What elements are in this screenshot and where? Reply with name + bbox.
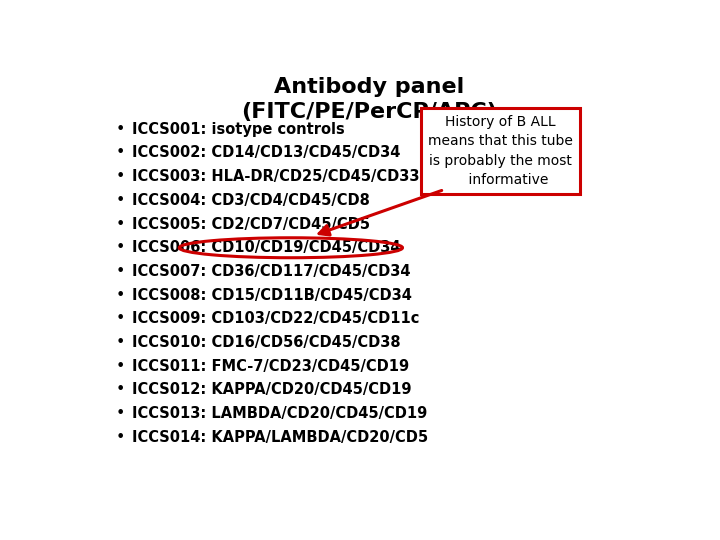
Text: ICCS008: CD15/CD11B/CD45/CD34: ICCS008: CD15/CD11B/CD45/CD34	[132, 288, 412, 302]
Text: •: •	[116, 217, 125, 232]
Text: History of B ALL
means that this tube
is probably the most
    informative: History of B ALL means that this tube is…	[428, 114, 572, 187]
Text: ICCS012: KAPPA/CD20/CD45/CD19: ICCS012: KAPPA/CD20/CD45/CD19	[132, 382, 411, 397]
Text: ICCS003: HLA-DR/CD25/CD45/CD33: ICCS003: HLA-DR/CD25/CD45/CD33	[132, 169, 419, 184]
Text: ICCS005: CD2/CD7/CD45/CD5: ICCS005: CD2/CD7/CD45/CD5	[132, 217, 370, 232]
Text: •: •	[116, 145, 125, 160]
Text: ICCS002: CD14/CD13/CD45/CD34: ICCS002: CD14/CD13/CD45/CD34	[132, 145, 400, 160]
Text: ICCS010: CD16/CD56/CD45/CD38: ICCS010: CD16/CD56/CD45/CD38	[132, 335, 400, 350]
Text: ICCS004: CD3/CD4/CD45/CD8: ICCS004: CD3/CD4/CD45/CD8	[132, 193, 370, 208]
Text: •: •	[116, 240, 125, 255]
Text: •: •	[116, 430, 125, 445]
Text: •: •	[116, 359, 125, 374]
Text: •: •	[116, 122, 125, 137]
Text: ICCS009: CD103/CD22/CD45/CD11c: ICCS009: CD103/CD22/CD45/CD11c	[132, 312, 419, 326]
Text: •: •	[116, 193, 125, 208]
Text: (FITC/PE/PerCP/APC): (FITC/PE/PerCP/APC)	[241, 102, 497, 122]
Text: ICCS011: FMC-7/CD23/CD45/CD19: ICCS011: FMC-7/CD23/CD45/CD19	[132, 359, 409, 374]
Text: •: •	[116, 382, 125, 397]
Text: Antibody panel: Antibody panel	[274, 77, 464, 97]
Text: •: •	[116, 288, 125, 302]
Text: •: •	[116, 169, 125, 184]
Text: ICCS006: CD10/CD19/CD45/CD34: ICCS006: CD10/CD19/CD45/CD34	[132, 240, 400, 255]
Text: ICCS014: KAPPA/LAMBDA/CD20/CD5: ICCS014: KAPPA/LAMBDA/CD20/CD5	[132, 430, 428, 445]
Text: •: •	[116, 335, 125, 350]
Text: ICCS001: isotype controls: ICCS001: isotype controls	[132, 122, 345, 137]
Text: ICCS007: CD36/CD117/CD45/CD34: ICCS007: CD36/CD117/CD45/CD34	[132, 264, 410, 279]
Text: •: •	[116, 264, 125, 279]
Text: •: •	[116, 406, 125, 421]
Text: •: •	[116, 312, 125, 326]
Text: ICCS013: LAMBDA/CD20/CD45/CD19: ICCS013: LAMBDA/CD20/CD45/CD19	[132, 406, 427, 421]
